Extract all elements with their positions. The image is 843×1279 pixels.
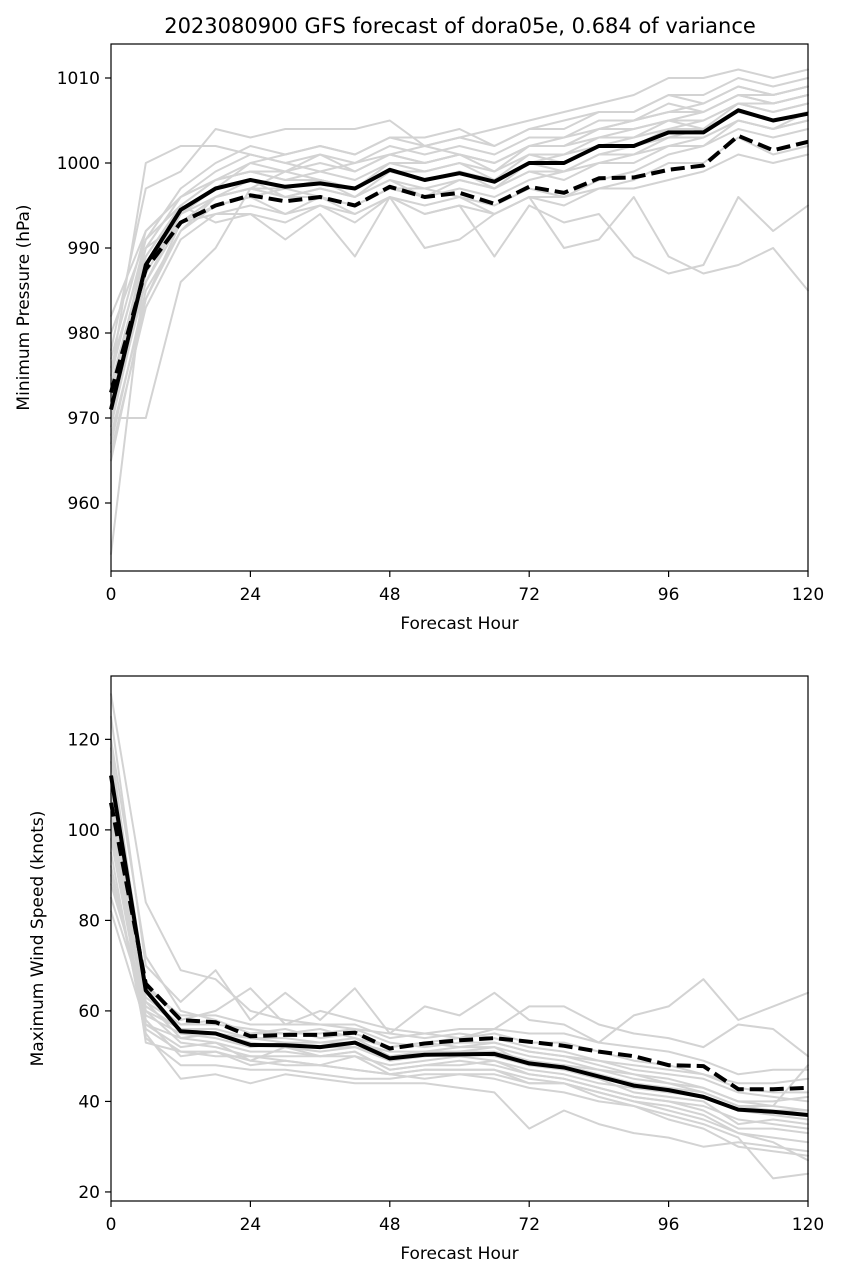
pressure-y-tick-label: 990 — [68, 239, 100, 259]
pressure-y-tick-label: 970 — [68, 409, 100, 429]
wind-y-tick-label: 40 — [78, 1092, 100, 1112]
pressure-member-line-2 — [110, 102, 809, 419]
wind-x-ticks: 0 24 48 72 96 120 — [106, 1201, 824, 1235]
wind-member-line-2 — [110, 715, 809, 1044]
pressure-y-tick-label: 1010 — [57, 69, 100, 89]
pressure-y-ticks: 960 970 980 990 1000 1010 — [57, 69, 111, 514]
pressure-y-tick-label: 980 — [68, 324, 100, 344]
pressure-mean-line — [109, 108, 809, 410]
pressure-plot-frame — [110, 43, 809, 572]
pressure-x-tick-label: 48 — [379, 585, 401, 605]
pressure-member-line-12 — [110, 77, 809, 428]
pressure-chart-title: 2023080900 GFS forecast of dora05e, 0.68… — [164, 14, 756, 38]
wind-member-line-4 — [110, 761, 809, 1058]
wind-x-tick-label: 48 — [379, 1215, 401, 1235]
pressure-y-axis-label: Minimum Pressure (hPa) — [14, 204, 34, 410]
wind-y-tick-label: 20 — [78, 1183, 100, 1203]
wind-y-tick-label: 100 — [68, 821, 100, 841]
pressure-x-tick-label: 120 — [792, 585, 824, 605]
pressure-member-line-15 — [110, 119, 809, 445]
wind-x-axis-label: Forecast Hour — [400, 1244, 518, 1264]
wind-x-tick-label: 72 — [518, 1215, 540, 1235]
wind-member-line-8 — [110, 819, 809, 1153]
wind-mean-line — [109, 775, 809, 1117]
pressure-series-layer — [109, 68, 809, 555]
wind-member-line-13 — [110, 874, 809, 1103]
pressure-x-tick-label: 24 — [240, 585, 262, 605]
wind-member-line-17 — [110, 747, 809, 1094]
wind-chart: 0 24 48 72 96 120 20 40 60 80 100 120 Forecast Hou… — [28, 675, 824, 1264]
pressure-x-tick-label: 72 — [518, 585, 540, 605]
pressure-x-tick-label: 96 — [658, 585, 680, 605]
pressure-member-line-16 — [110, 85, 809, 377]
wind-y-ticks: 20 40 60 80 100 120 — [68, 730, 111, 1203]
pressure-member-line-10 — [110, 111, 809, 453]
wind-y-tick-label: 80 — [78, 911, 100, 931]
wind-member-line-5 — [110, 783, 809, 1126]
pressure-member-line-18 — [110, 94, 809, 360]
pressure-deterministic-line — [109, 133, 809, 394]
wind-deterministic-line — [109, 802, 809, 1092]
pressure-member-line-13 — [110, 94, 809, 394]
pressure-y-tick-label: 960 — [68, 494, 100, 514]
wind-x-tick-label: 24 — [240, 1215, 262, 1235]
wind-x-tick-label: 0 — [106, 1215, 117, 1235]
wind-member-line-12 — [110, 865, 809, 1162]
pressure-member-line-19 — [110, 111, 809, 462]
wind-member-line-1 — [110, 693, 809, 1103]
wind-y-axis-label: Maximum Wind Speed (knots) — [28, 811, 48, 1067]
pressure-member-line-14 — [110, 153, 809, 411]
wind-plot-frame — [110, 675, 809, 1202]
wind-member-line-6 — [110, 792, 809, 1135]
wind-member-line-18 — [110, 774, 809, 1076]
pressure-x-axis-label: Forecast Hour — [400, 614, 518, 634]
wind-member-line-15 — [110, 896, 809, 1107]
pressure-x-tick-label: 0 — [106, 585, 117, 605]
pressure-x-ticks: 0 24 48 72 96 120 — [106, 571, 824, 605]
wind-member-line-16 — [110, 910, 809, 1130]
wind-member-line-19 — [110, 810, 809, 1157]
pressure-member-line-1 — [110, 111, 809, 555]
wind-x-tick-label: 96 — [658, 1215, 680, 1235]
pressure-chart: 2023080900 GFS forecast of dora05e, 0.68… — [14, 14, 824, 634]
pressure-y-tick-label: 1000 — [57, 154, 100, 174]
wind-x-tick-label: 120 — [792, 1215, 824, 1235]
wind-y-tick-label: 120 — [68, 730, 100, 750]
pressure-member-line-20 — [110, 85, 809, 402]
wind-series-layer — [109, 693, 809, 1180]
wind-y-tick-label: 60 — [78, 1002, 100, 1022]
